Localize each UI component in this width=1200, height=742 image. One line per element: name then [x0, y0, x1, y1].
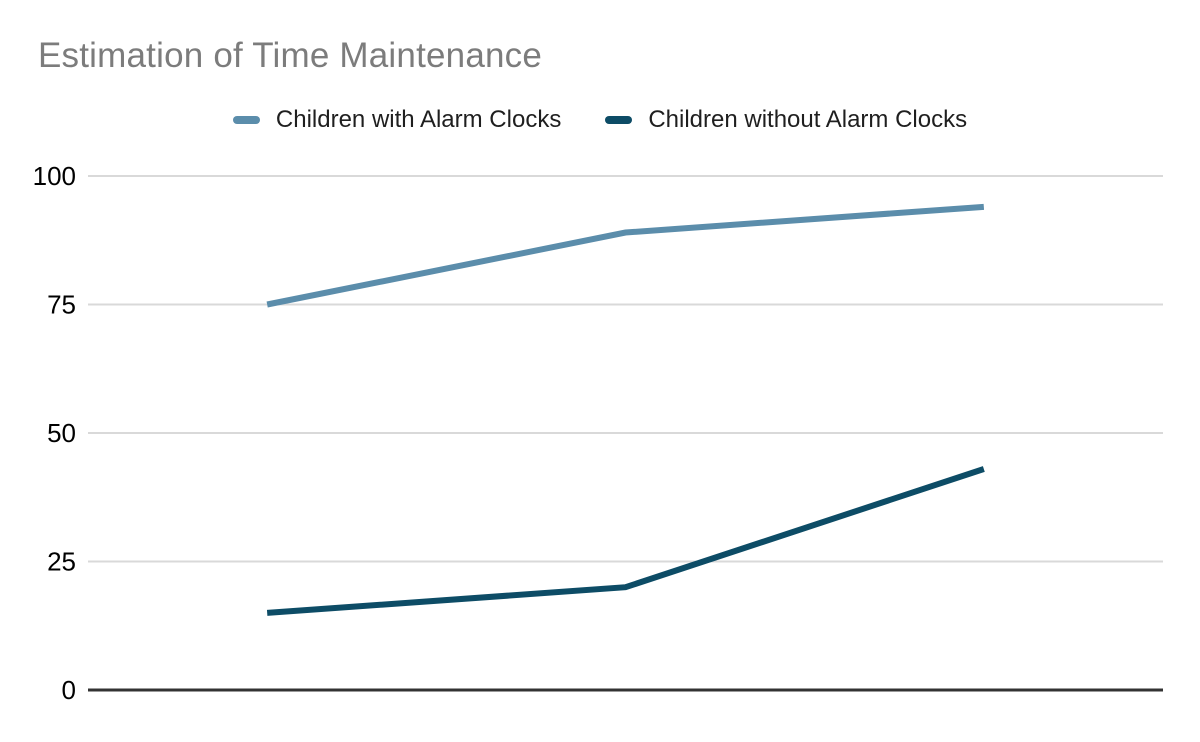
y-axis-tick-label-75: 75: [47, 290, 76, 320]
chart-title: Estimation of Time Maintenance: [38, 36, 543, 75]
series-line-1: [266, 466, 985, 616]
legend-label-series-0: Children with Alarm Clocks: [275, 106, 562, 133]
legend-item-children-with-alarm-clocks: Children with Alarm Clocks: [232, 106, 562, 134]
legend-item-children-without-alarm-clocks: Children without Alarm Clocks: [605, 106, 967, 134]
y-axis-tick-label-0: 0: [62, 675, 76, 705]
series-line-0: [266, 203, 985, 308]
y-axis-tick-label-25: 25: [47, 547, 76, 577]
legend-label-series-1: Children without Alarm Clocks: [648, 106, 968, 133]
legend-swatch-series-1-icon: [605, 116, 633, 124]
y-axis-tick-label-50: 50: [47, 418, 76, 448]
legend: Children with Alarm Clocks Children with…: [0, 106, 1200, 134]
legend-swatch-series-0-icon: [232, 116, 260, 124]
y-axis-tick-label-100: 100: [33, 161, 76, 191]
